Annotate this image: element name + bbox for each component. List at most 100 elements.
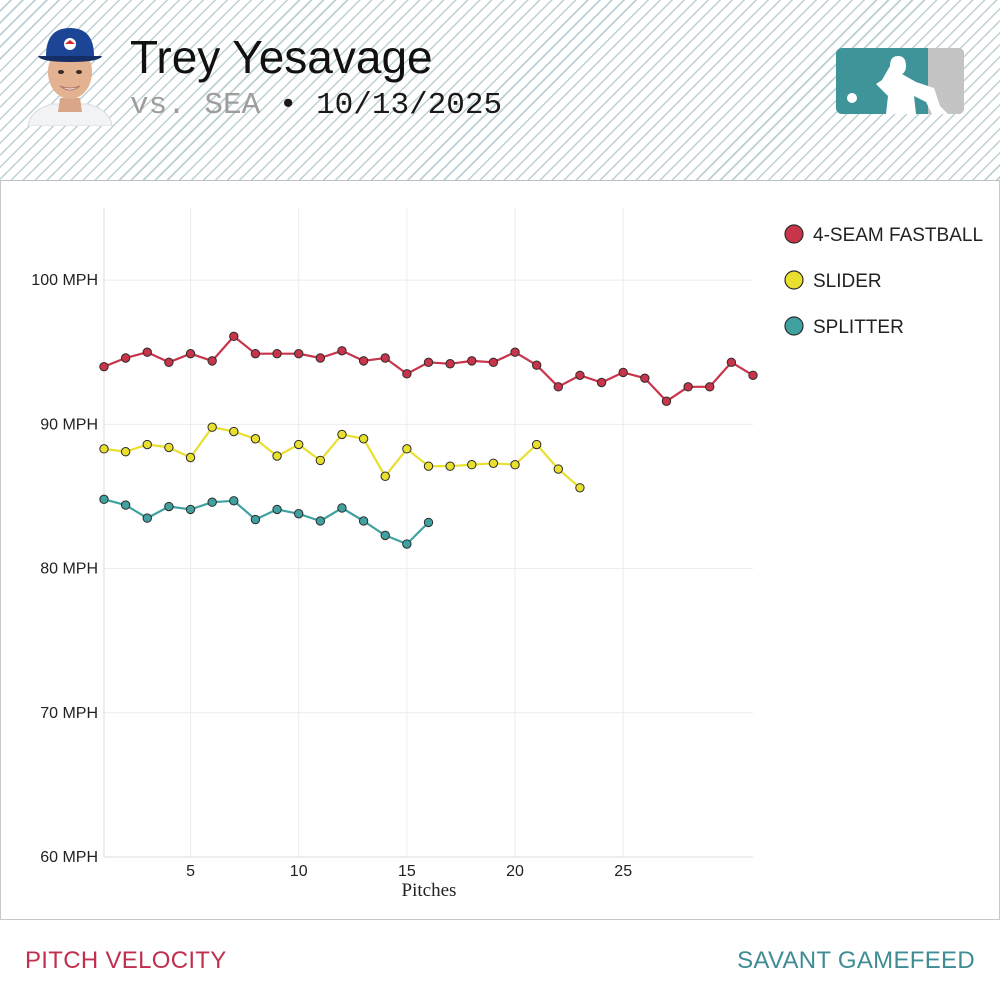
player-name: Trey Yesavage [130,31,433,83]
data-point-slider [250,434,261,444]
data-point-4-seam-fastball [294,348,304,359]
data-point-splitter [99,494,109,505]
data-point-splitter [272,504,282,515]
data-point-slider [358,434,369,444]
data-point-4-seam-fastball [358,356,369,366]
data-point-4-seam-fastball [488,357,499,368]
data-point-splitter [164,501,174,512]
series-line-4-seam-fastball [103,335,754,403]
data-point-slider [402,444,412,454]
data-point-slider [120,447,131,457]
player-headshot [27,28,113,126]
legend-item-4-seam-fastball: 4-SEAM FASTBALL [784,224,983,246]
chart-grid [104,208,753,858]
data-point-4-seam-fastball [467,356,477,366]
data-point-splitter [142,513,152,523]
chart-axes: 60 MPH 70 MPH 80 MPH 90 MPH 100 MPH 5 10 15 20 25 [31,208,753,880]
data-point-slider [488,458,499,468]
data-point-slider [142,439,152,450]
opponent-label: vs. SEA [130,88,261,123]
game-info: vs. SEA • 10/13/2025 [130,86,502,126]
data-point-splitter [229,496,239,506]
legend-label-4-seam-fastball: 4-SEAM FASTBALL [813,225,983,246]
data-point-4-seam-fastball [120,353,131,363]
x-tick-label: 10 [290,863,308,880]
header: Trey Yesavage vs. SEA • 10/13/2025 [0,0,1000,181]
data-point-slider [99,444,109,454]
data-point-splitter [185,504,196,515]
data-point-slider [315,455,326,466]
data-point-4-seam-fastball [402,369,412,379]
data-point-slider [337,429,347,440]
y-tick-label: 100 MPH [31,272,98,289]
data-point-4-seam-fastball [705,382,715,392]
data-point-4-seam-fastball [445,359,455,369]
data-point-splitter [207,497,217,507]
legend-marker-slider [784,270,804,290]
series-splitter [99,494,434,549]
x-tick-label: 25 [614,863,632,880]
y-tick-label: 70 MPH [40,705,98,722]
data-point-4-seam-fastball [683,382,693,392]
data-point-4-seam-fastball [640,373,650,383]
data-point-slider [229,426,239,437]
data-point-slider [380,471,390,481]
data-point-splitter [294,509,304,519]
data-point-4-seam-fastball [380,353,390,363]
data-point-4-seam-fastball [337,346,347,356]
x-tick-label: 15 [398,863,416,880]
legend-item-slider: SLIDER [784,270,882,292]
data-point-slider [467,460,477,470]
data-point-4-seam-fastball [510,347,520,357]
data-point-splitter [423,517,434,528]
data-point-slider [510,460,520,470]
data-point-4-seam-fastball [185,348,196,359]
legend-item-splitter: SPLITTER [784,316,904,338]
data-point-4-seam-fastball [423,357,434,368]
data-point-4-seam-fastball [164,357,174,368]
series-slider [99,422,585,493]
legend-label-slider: SLIDER [813,271,882,292]
data-point-splitter [315,516,326,526]
data-point-slider [575,483,585,493]
data-point-slider [164,442,174,453]
legend-marker-splitter [784,316,804,336]
data-point-4-seam-fastball [748,370,758,380]
data-point-4-seam-fastball [596,377,607,388]
data-point-4-seam-fastball [618,367,628,378]
data-point-slider [553,464,563,474]
source-label: SAVANT GAMEFEED [737,947,975,974]
data-point-4-seam-fastball [661,396,672,406]
y-tick-label: 80 MPH [40,561,98,578]
data-point-slider [531,439,542,450]
data-point-4-seam-fastball [553,382,563,392]
legend-label-splitter: SPLITTER [813,317,904,338]
y-tick-label: 60 MPH [40,849,98,866]
data-point-4-seam-fastball [250,348,261,359]
data-point-4-seam-fastball [575,370,585,380]
series-line-splitter [103,498,430,546]
data-point-splitter [120,500,131,510]
chart-series [99,331,758,549]
x-tick-label: 20 [506,863,524,880]
data-point-slider [445,461,455,471]
data-point-slider [294,439,304,450]
x-axis-label: Pitches [402,880,457,901]
data-point-4-seam-fastball [531,360,542,370]
mlb-logo-icon [836,48,964,114]
game-date: 10/13/2025 [316,88,503,123]
data-point-splitter [250,514,261,525]
chart-legend: 4-SEAM FASTBALL SLIDER SPLITTER [784,224,983,338]
data-point-splitter [358,516,369,526]
footer: PITCH VELOCITY SAVANT GAMEFEED [0,919,1000,1000]
data-point-4-seam-fastball [229,331,239,342]
series-4-seam-fastball [99,331,758,406]
data-point-4-seam-fastball [142,347,152,357]
data-point-4-seam-fastball [207,356,217,366]
data-point-4-seam-fastball [99,361,109,372]
velocity-chart: 60 MPH 70 MPH 80 MPH 90 MPH 100 MPH 5 10 15 20 25… [31,208,983,901]
data-point-4-seam-fastball [272,348,282,359]
data-point-splitter [380,530,390,541]
data-point-splitter [337,503,347,513]
data-point-4-seam-fastball [315,353,326,363]
